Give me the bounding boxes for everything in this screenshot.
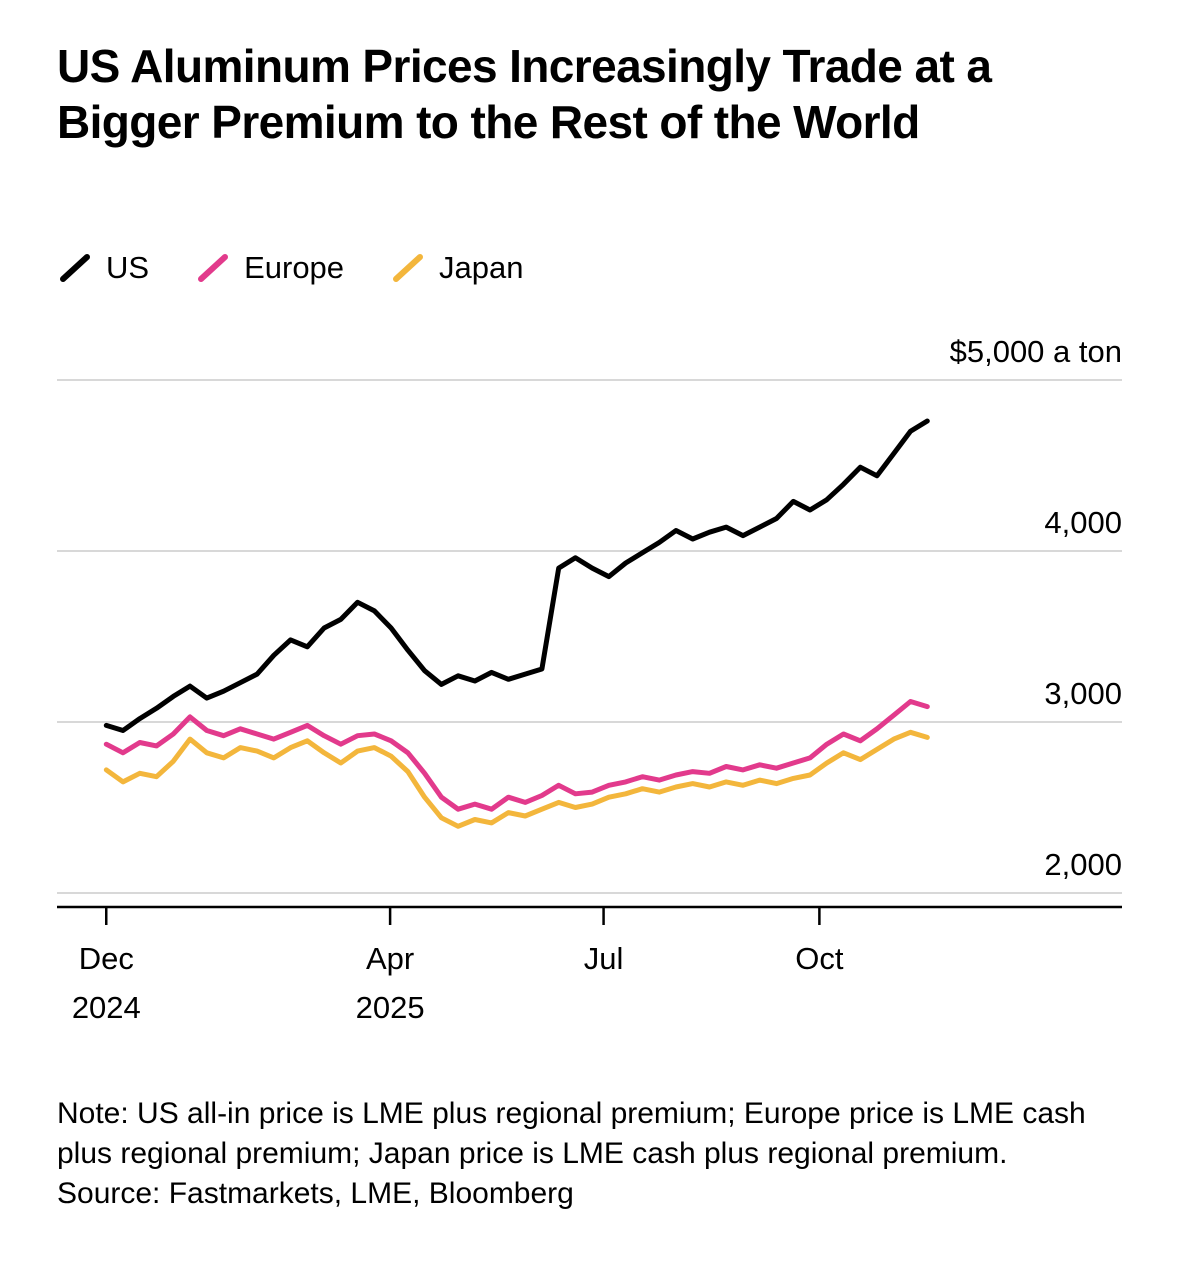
legend-item-us: US: [57, 250, 149, 286]
legend-label: US: [106, 250, 150, 285]
source-text: Source: Fastmarkets, LME, Bloomberg: [57, 1177, 574, 1210]
chart-title: US Aluminum Prices Increasingly Trade at…: [57, 40, 992, 149]
legend: US Europe Japan: [57, 250, 524, 286]
chart-footer: Note: US all-in price is LME plus region…: [57, 1094, 1142, 1214]
x-axis-label: Jul: [583, 941, 624, 976]
series-line-japan: [103, 729, 930, 829]
legend-swatch-icon: [198, 254, 229, 282]
legend-label: Europe: [244, 250, 345, 285]
x-axis-label: Apr 2025: [355, 941, 425, 1025]
legend-item-japan: Japan: [390, 250, 524, 286]
y-axis-label: 2,000: [1044, 847, 1122, 882]
series-line-us: [103, 418, 930, 733]
legend-label: Japan: [439, 250, 524, 285]
legend-swatch-icon: [60, 254, 90, 282]
legend-swatch-icon: [393, 254, 424, 282]
note-text: Note: US all-in price is LME plus region…: [57, 1097, 1086, 1170]
y-axis-label: $5,000 a ton: [949, 334, 1122, 369]
x-axis-label: Dec 2024: [71, 941, 141, 1025]
y-axis-label: 4,000: [1044, 505, 1122, 540]
legend-item-europe: Europe: [195, 250, 344, 286]
y-axis-label: 3,000: [1044, 676, 1122, 711]
series-line-europe: [103, 699, 930, 812]
x-axis-label: Oct: [795, 941, 844, 976]
